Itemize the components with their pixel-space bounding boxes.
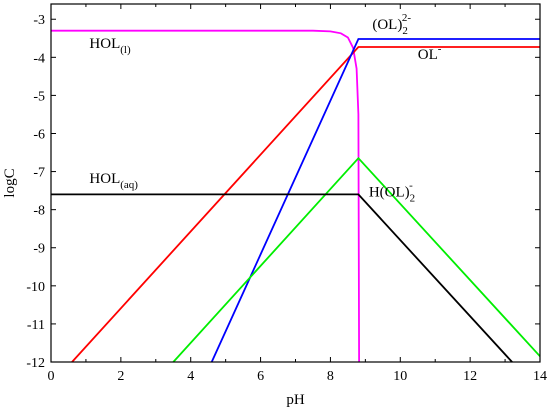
series-layer	[51, 29, 541, 363]
x-tick-label: 2	[117, 369, 124, 384]
x-tick-label: 10	[393, 369, 407, 384]
y-tick-label: -12	[26, 356, 45, 371]
y-tick-label: -8	[33, 204, 45, 219]
x-axis-label: pH	[286, 392, 305, 408]
annotation-main: (OL)	[372, 17, 402, 33]
y-tick-label: -9	[33, 242, 45, 257]
y-tick-label: -11	[27, 318, 45, 333]
x-tick-label: 0	[48, 369, 55, 384]
y-tick-label: -7	[33, 166, 45, 181]
annotation-subscript: (l)	[120, 44, 131, 56]
series-annotation: HOL(aq)	[89, 171, 138, 191]
annotation-subscript: 2	[402, 25, 408, 37]
x-tick-label: 4	[187, 369, 194, 384]
series-annotation: (OL)22-	[372, 12, 411, 37]
annotation-subscript: (aq)	[120, 179, 138, 191]
labels-layer: HOL(l)(OL)22-OL-HOL(aq) H(OL)2-	[89, 12, 441, 205]
annotation-superscript: -	[409, 179, 413, 191]
y-tick-label: -6	[33, 127, 45, 142]
ticks-layer: 0 2 4 6 8 10 12 14 -12 -11 -10 -9 -8 -7 -6 -5 -4 -3	[26, 4, 547, 384]
x-tick-label: 8	[327, 369, 334, 384]
y-tick-label: -5	[33, 89, 45, 104]
y-tick-label: -3	[33, 13, 45, 28]
series-line-3	[172, 156, 541, 363]
y-tick-label: -4	[33, 51, 45, 66]
x-tick-label: 14	[533, 369, 547, 384]
series-line-0	[51, 29, 361, 363]
series-annotation: HOL(l)	[89, 36, 131, 56]
series-annotation: H(OL)2-	[369, 179, 415, 204]
annotation-main: HOL	[89, 171, 120, 187]
x-tick-label: 12	[463, 369, 477, 384]
annotation-main: HOL	[89, 36, 120, 52]
annotation-subscript: 2	[410, 192, 416, 204]
x-tick-label: 6	[257, 369, 264, 384]
annotation-main: H(OL)	[369, 184, 410, 200]
series-line-2	[210, 38, 540, 363]
y-axis-label: logC	[2, 168, 18, 197]
series-line-4	[51, 193, 513, 363]
series-line-1	[71, 46, 540, 363]
annotation-superscript: 2-	[402, 12, 412, 24]
annotation-main: OL	[418, 47, 438, 63]
series-annotation: OL-	[418, 43, 442, 63]
y-tick-label: -10	[26, 280, 45, 295]
annotation-superscript: -	[438, 43, 442, 55]
